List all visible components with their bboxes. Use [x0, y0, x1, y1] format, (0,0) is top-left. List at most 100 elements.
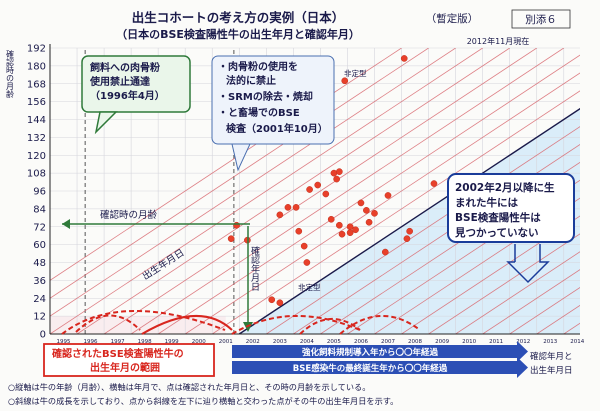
- born-after-line1: 2002年2月以降に生: [455, 181, 555, 194]
- measures-line3: ・と畜場でのBSE: [218, 106, 300, 119]
- data-point: [400, 55, 408, 62]
- born-after-line4: 見つかっていない: [454, 227, 538, 239]
- feed-ban-line1: 飼料への肉骨粉: [89, 61, 160, 74]
- x-tick-label: 2011: [489, 339, 503, 345]
- data-point: [357, 199, 365, 207]
- y-tick-label: 48: [33, 258, 46, 269]
- attachment-label: 別添６: [525, 13, 557, 26]
- y-tick-label: 36: [33, 276, 46, 287]
- confirmation-date-label: 確認年月日: [249, 245, 260, 291]
- x-tick-label: 2002: [246, 339, 260, 345]
- data-point: [335, 168, 343, 175]
- data-point: [430, 180, 438, 187]
- y-tick-label: 24: [33, 294, 46, 305]
- cohort-diagonal: [76, 48, 510, 334]
- data-point: [295, 227, 303, 235]
- bar2-label: BSE感染牛の最終誕生年から〇〇年経過: [293, 363, 448, 374]
- cohort-diagonal: [374, 197, 580, 334]
- feed-ban-line3: （1996年4月）: [90, 89, 165, 102]
- y-tick-label: 108: [27, 169, 46, 180]
- born-after-line3: BSE検査陽性牛は: [455, 211, 541, 224]
- data-point: [333, 175, 340, 183]
- measures-line1b: 法的に禁止: [226, 74, 276, 87]
- x-tick-label: 2010: [462, 339, 476, 345]
- data-point: [371, 209, 378, 217]
- data-point: [327, 215, 335, 223]
- born-after-arrow: [506, 244, 550, 284]
- curved-arrows: [61, 310, 421, 335]
- elapsed-bars: 強化飼料規制導入年から〇〇年経過 BSE感染牛の最終誕生年から〇〇年経過: [232, 341, 528, 378]
- data-point: [227, 235, 235, 243]
- cohort-diagonal: [428, 233, 580, 334]
- cohort-diagonal: [455, 251, 580, 334]
- data-point: [365, 218, 373, 226]
- cohort-diagonal: [130, 48, 564, 334]
- y-axis-label: 確認時の月齢: [6, 49, 15, 99]
- x-tick-label: 1999: [165, 339, 179, 345]
- x-tick-label: 1997: [111, 339, 125, 345]
- data-point: [233, 221, 240, 229]
- atypical-label-1: 非定型: [344, 68, 367, 78]
- cohort-diagonal: [50, 48, 483, 334]
- x-tick-label: 2000: [192, 339, 206, 345]
- age-arrow: 確認時の月齢: [62, 209, 250, 229]
- x-tick-label: 2004: [300, 339, 314, 345]
- data-point: [276, 211, 284, 219]
- y-tick-label: 120: [27, 151, 46, 162]
- data-point: [284, 204, 292, 211]
- footer-note-1: ○縦軸は牛の年齢（月齢）、横軸は年月で、点は確認された年月日と、その時の月齢を示…: [8, 382, 370, 392]
- svg-text:2002年2月以降に生 まれた牛には: 2002年2月以降に生 まれた牛には BSE検査陽性牛は 見つかっていない: [454, 181, 558, 239]
- cohort-diagonal: [50, 48, 456, 317]
- y-tick-label: 180: [27, 61, 46, 72]
- cohort-diagonal: [212, 90, 580, 334]
- x-axis-label-line2: 出生年月日: [530, 365, 573, 376]
- x-tick-label: 2001: [219, 339, 233, 345]
- data-point: [292, 204, 300, 211]
- data-point: [381, 248, 389, 256]
- y-tick-label: 168: [27, 79, 46, 90]
- x-tick-label: 1996: [84, 339, 98, 345]
- status-badge: （暫定版）: [426, 12, 479, 25]
- x-tick-label: 2009: [435, 339, 449, 345]
- chart-subtitle: （日本のBSE検査陽性牛の出生年月と確認年月）: [116, 27, 360, 41]
- x-tick-label: 2003: [273, 339, 287, 345]
- x-tick-label: 1998: [138, 339, 152, 345]
- feed-ban-callout: 飼料への肉骨粉 使用禁止通達 （1996年4月）: [81, 55, 191, 135]
- data-point: [346, 229, 354, 237]
- measures-line3b: 検査（2001年10月）: [226, 122, 328, 135]
- cohort-diagonal: [157, 54, 580, 334]
- data-point: [384, 192, 392, 199]
- y-tick-label: 144: [27, 115, 46, 126]
- data-point: [314, 181, 322, 189]
- born-after-line2: まれた牛には: [455, 196, 518, 209]
- y-tick-label: 12: [33, 312, 46, 323]
- data-point: [406, 227, 413, 235]
- bar1-label: 強化飼料規制導入年から〇〇年経過: [302, 347, 439, 358]
- y-tick-label: 132: [27, 133, 46, 144]
- y-tick-label: 156: [27, 97, 46, 108]
- measures-line2: ・SRMの除去・焼却: [218, 90, 313, 103]
- data-point: [276, 299, 284, 307]
- y-tick-label: 96: [33, 187, 46, 198]
- data-point: [335, 221, 343, 229]
- footer-note-2: ○斜線は牛の成長を示しており、点から斜線を左下に辿り横軸と交わった点がその牛の出…: [8, 396, 398, 406]
- measures-line1: ・肉骨粉の使用を: [218, 60, 298, 73]
- x-tick-label: 2013: [543, 339, 557, 345]
- age-arrow-label: 確認時の月齢: [100, 209, 158, 221]
- y-tick-label: 0: [40, 330, 46, 341]
- x-axis-label-line1: 確認年月と: [530, 351, 573, 362]
- x-tick-label: 2007: [381, 339, 395, 345]
- range-label-line1: 確認されたBSE検査陽性牛の: [52, 347, 184, 360]
- cohort-diagonal: [103, 48, 537, 334]
- atypical-label-2: 非定型: [298, 282, 321, 292]
- y-tick-label: 60: [33, 240, 46, 251]
- data-point: [403, 235, 411, 243]
- x-tick-label: 2012: [516, 339, 530, 345]
- x-tick-label: 1995: [57, 339, 71, 345]
- data-point: [306, 186, 313, 193]
- born-after-callout: 2002年2月以降に生 まれた牛には BSE検査陽性牛は 見つかっていない: [447, 173, 575, 243]
- data-point: [268, 296, 276, 304]
- cohort-diagonal: [184, 72, 580, 334]
- measures-callout: ・肉骨粉の使用を 法的に禁止 ・SRMの除去・焼却 ・と畜場でのBSE 検査（2…: [211, 55, 335, 172]
